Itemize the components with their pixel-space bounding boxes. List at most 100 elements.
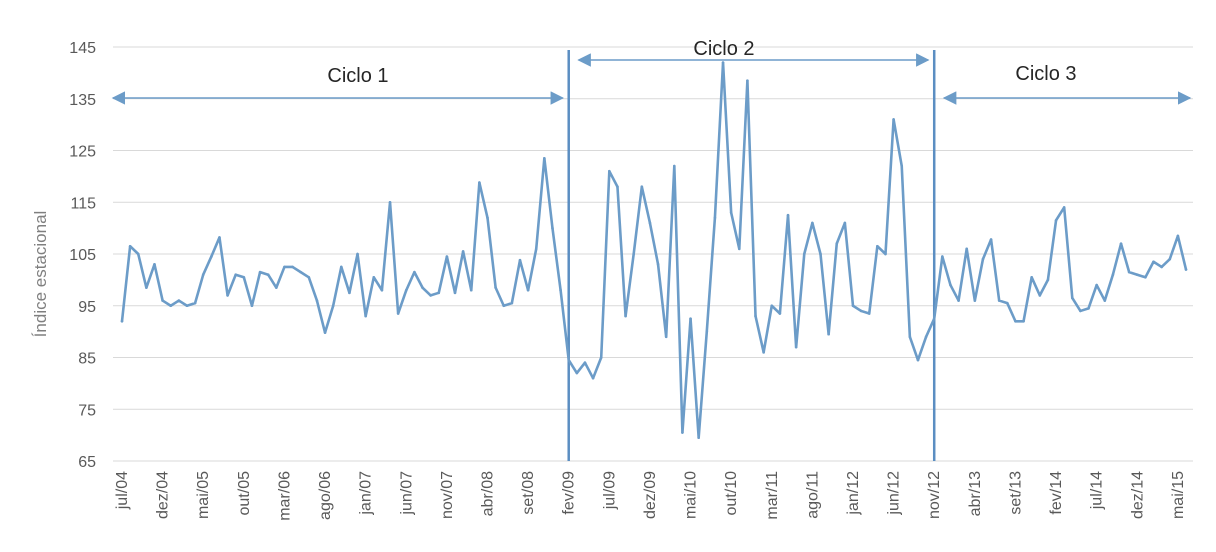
data-point xyxy=(705,330,709,333)
data-point xyxy=(518,258,522,262)
data-point xyxy=(1062,206,1066,209)
data-point xyxy=(1184,268,1188,271)
data-point xyxy=(681,431,684,434)
data-point xyxy=(218,236,221,239)
x-tick-label: jan/07 xyxy=(358,471,375,516)
data-point xyxy=(348,291,351,295)
data-point xyxy=(632,252,635,256)
y-tick-label: 145 xyxy=(69,40,96,57)
data-point xyxy=(161,299,164,302)
data-point xyxy=(559,288,562,292)
data-point xyxy=(1095,283,1098,287)
data-point xyxy=(526,288,530,292)
x-tick-label: ago/11 xyxy=(804,471,821,519)
data-point xyxy=(323,331,327,334)
data-point xyxy=(193,301,197,305)
data-point xyxy=(250,304,254,308)
x-tick-label: ago/06 xyxy=(317,471,334,520)
data-point xyxy=(673,164,676,168)
data-point xyxy=(1127,270,1131,274)
data-point xyxy=(510,301,514,305)
y-tick-labels: 65 75 85 95 105 115 125 135 145 xyxy=(69,40,96,471)
data-point xyxy=(283,265,286,269)
data-point xyxy=(1070,296,1074,300)
x-tick-label: jun/07 xyxy=(398,471,415,516)
data-point xyxy=(721,61,725,64)
data-point xyxy=(608,169,611,173)
data-point xyxy=(713,216,717,220)
data-point xyxy=(908,335,912,339)
data-point xyxy=(478,181,481,184)
data-point xyxy=(404,288,408,292)
data-point xyxy=(234,273,238,277)
data-point xyxy=(185,304,189,308)
data-point xyxy=(1103,299,1107,302)
data-point xyxy=(469,288,473,292)
data-point xyxy=(543,156,546,160)
data-point xyxy=(811,221,814,225)
data-point xyxy=(128,244,132,248)
data-point xyxy=(153,263,156,266)
data-point xyxy=(291,265,294,269)
y-tick-label: 65 xyxy=(78,454,96,471)
x-tick-label: mar/11 xyxy=(764,471,781,520)
x-tick-label: jul/09 xyxy=(601,471,618,510)
data-point xyxy=(421,286,424,289)
data-point xyxy=(770,304,774,308)
data-point xyxy=(1111,273,1115,277)
data-point xyxy=(169,304,173,308)
data-point xyxy=(534,247,538,251)
data-point xyxy=(1046,278,1050,282)
data-point xyxy=(640,185,644,189)
data-point xyxy=(697,436,700,440)
x-tick-label: dez/04 xyxy=(155,471,172,519)
data-point xyxy=(843,221,847,225)
data-point xyxy=(1160,265,1163,269)
data-point xyxy=(916,358,920,362)
data-point xyxy=(1135,273,1139,277)
data-point xyxy=(1022,319,1025,323)
data-point xyxy=(1152,260,1155,264)
data-point xyxy=(201,273,205,277)
data-point xyxy=(242,275,246,279)
x-tick-label: set/08 xyxy=(520,471,537,515)
data-point xyxy=(266,273,270,277)
data-point xyxy=(1119,242,1123,245)
data-point xyxy=(437,291,441,295)
data-point xyxy=(429,294,432,297)
cycle-label: Ciclo 1 xyxy=(327,65,388,87)
data-point xyxy=(965,247,969,251)
data-point xyxy=(892,118,895,121)
y-axis-title: Índice estacional xyxy=(31,211,50,338)
x-tick-label: set/13 xyxy=(1007,471,1024,515)
data-point xyxy=(258,270,262,274)
y-tick-label: 125 xyxy=(69,144,96,161)
data-point xyxy=(413,270,416,274)
y-tick-label: 135 xyxy=(69,92,96,109)
data-point xyxy=(1144,275,1147,279)
data-point xyxy=(1079,309,1082,313)
y-tick-label: 115 xyxy=(70,195,96,212)
series-line xyxy=(120,61,1188,440)
x-tick-label: abr/08 xyxy=(479,471,496,516)
data-point xyxy=(624,314,627,318)
data-point xyxy=(551,226,554,230)
data-point xyxy=(494,286,497,289)
data-point xyxy=(1054,219,1058,222)
data-point xyxy=(275,286,278,289)
data-point xyxy=(754,314,757,318)
x-tick-label: dez/09 xyxy=(642,471,659,519)
data-point xyxy=(1006,301,1009,305)
data-point xyxy=(339,265,343,269)
data-point xyxy=(802,252,806,256)
x-tick-label: jun/12 xyxy=(886,471,903,516)
data-point xyxy=(729,211,733,214)
data-point xyxy=(445,255,449,258)
data-point xyxy=(876,244,879,248)
data-point xyxy=(388,200,392,204)
data-point xyxy=(136,252,140,256)
series-layer xyxy=(120,61,1188,440)
x-tick-label: mar/06 xyxy=(276,471,293,521)
data-point xyxy=(396,312,400,315)
